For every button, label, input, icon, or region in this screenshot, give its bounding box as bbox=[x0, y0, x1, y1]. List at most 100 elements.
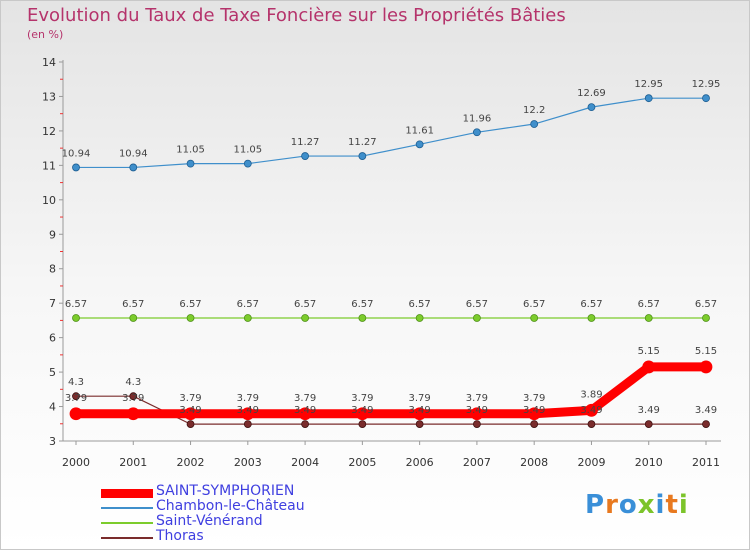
data-label: 6.57 bbox=[580, 299, 602, 310]
data-label: 11.27 bbox=[348, 137, 377, 148]
data-point bbox=[301, 314, 309, 322]
data-label: 6.57 bbox=[466, 299, 488, 310]
data-label: 3.49 bbox=[580, 405, 602, 416]
data-point bbox=[644, 420, 653, 429]
data-label: 11.96 bbox=[463, 113, 492, 124]
y-tick-label: 5 bbox=[49, 366, 56, 379]
x-tick-label: 2000 bbox=[62, 456, 90, 469]
data-point bbox=[355, 407, 369, 421]
series-line bbox=[76, 97, 706, 169]
data-label: 6.57 bbox=[65, 299, 87, 310]
legend-label: Chambon-le-Château bbox=[156, 498, 305, 514]
data-label: 3.49 bbox=[294, 405, 316, 416]
logo-letter: x bbox=[637, 490, 656, 520]
x-tick-label: 2002 bbox=[177, 456, 205, 469]
logo-letter: P bbox=[585, 490, 606, 520]
legend-label: Thoras bbox=[156, 528, 204, 544]
data-label: 6.57 bbox=[237, 299, 259, 310]
data-point bbox=[243, 159, 252, 168]
data-point bbox=[415, 420, 424, 429]
proxiti-logo: Proxiti bbox=[585, 490, 689, 520]
data-point bbox=[358, 314, 367, 322]
y-tick-label: 6 bbox=[49, 332, 56, 345]
data-label: 3.79 bbox=[351, 393, 373, 404]
y-tick-label: 12 bbox=[42, 125, 56, 138]
data-point bbox=[587, 103, 596, 112]
data-label: 4.3 bbox=[68, 377, 84, 388]
data-point bbox=[72, 392, 80, 401]
x-tick-label: 2003 bbox=[234, 456, 262, 469]
data-label: 6.57 bbox=[122, 299, 144, 310]
logo-letter: i bbox=[655, 490, 666, 520]
data-point bbox=[702, 420, 710, 429]
data-point bbox=[243, 420, 252, 429]
data-point bbox=[184, 407, 197, 421]
data-point bbox=[585, 403, 598, 417]
y-axis-unit: (en %) bbox=[27, 28, 64, 41]
logo-letter: r bbox=[605, 490, 619, 520]
y-tick-label: 10 bbox=[42, 194, 56, 207]
logo-letter: t bbox=[665, 490, 679, 520]
data-point bbox=[358, 152, 367, 160]
series-line bbox=[76, 362, 706, 419]
data-label: 3.49 bbox=[179, 405, 201, 416]
data-point bbox=[186, 159, 195, 168]
data-point bbox=[358, 420, 367, 429]
x-tick-label: 2010 bbox=[635, 456, 663, 469]
legend-swatch bbox=[101, 507, 153, 509]
y-tick-label: 13 bbox=[42, 90, 56, 103]
data-label: 5.15 bbox=[695, 346, 717, 357]
y-tick-label: 14 bbox=[42, 56, 56, 69]
data-label: 6.57 bbox=[638, 299, 660, 310]
data-point bbox=[72, 163, 80, 172]
data-point bbox=[473, 314, 481, 322]
data-point bbox=[301, 420, 309, 429]
data-point bbox=[644, 94, 653, 103]
data-label: 5.15 bbox=[638, 346, 660, 357]
data-point bbox=[642, 360, 656, 374]
x-tick-label: 2008 bbox=[520, 456, 548, 469]
y-tick-label: 7 bbox=[49, 297, 56, 310]
legend-swatch bbox=[101, 488, 153, 498]
data-label: 3.79 bbox=[179, 393, 201, 404]
data-label: 12.95 bbox=[692, 79, 721, 90]
data-label: 4.3 bbox=[125, 377, 141, 388]
data-point bbox=[527, 407, 541, 421]
data-point bbox=[415, 140, 424, 149]
data-point bbox=[298, 407, 312, 421]
data-label: 10.94 bbox=[62, 148, 91, 159]
data-label: 3.49 bbox=[351, 405, 373, 416]
data-label: 6.57 bbox=[179, 299, 201, 310]
x-tick-label: 2006 bbox=[406, 456, 434, 469]
x-tick-label: 2007 bbox=[463, 456, 491, 469]
data-point bbox=[530, 120, 539, 128]
data-label: 3.89 bbox=[580, 389, 602, 400]
chart-title: Evolution du Taux de Taxe Foncière sur l… bbox=[27, 5, 566, 26]
data-label: 12.69 bbox=[577, 88, 606, 99]
data-label: 3.79 bbox=[523, 393, 545, 404]
data-label: 3.49 bbox=[409, 405, 431, 416]
y-tick-label: 11 bbox=[42, 159, 56, 172]
x-tick-label: 2005 bbox=[348, 456, 376, 469]
data-point bbox=[129, 314, 138, 322]
data-point bbox=[413, 407, 427, 421]
data-point bbox=[129, 392, 138, 401]
data-label: 6.57 bbox=[351, 299, 373, 310]
data-point bbox=[702, 314, 710, 322]
data-point bbox=[301, 152, 309, 160]
data-point bbox=[699, 360, 713, 374]
data-point bbox=[186, 420, 195, 429]
data-point bbox=[473, 128, 481, 137]
data-point bbox=[473, 420, 481, 429]
data-label: 3.79 bbox=[122, 393, 144, 404]
logo-letter: o bbox=[618, 490, 638, 520]
data-point bbox=[129, 163, 138, 172]
data-label: 3.79 bbox=[466, 393, 488, 404]
data-label: 3.49 bbox=[695, 405, 717, 416]
data-label: 6.57 bbox=[294, 299, 316, 310]
series-line bbox=[76, 395, 706, 425]
data-point bbox=[470, 407, 484, 421]
legend-swatch bbox=[101, 522, 153, 524]
